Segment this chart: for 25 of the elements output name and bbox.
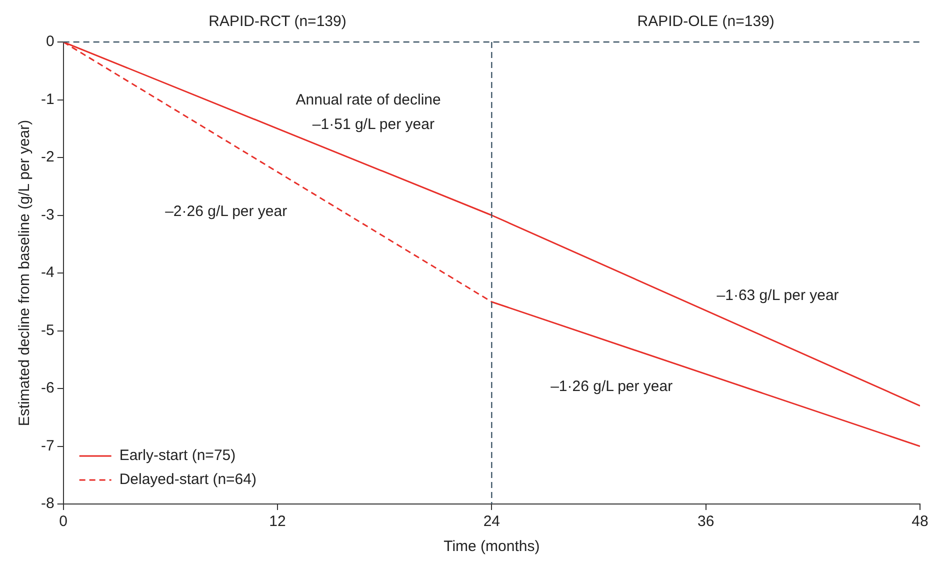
annotation: –1·63 g/L per year	[716, 286, 839, 304]
x-tick-label: 12	[269, 513, 286, 530]
annotation: –1·51 g/L per year	[312, 116, 434, 133]
x-tick-label: 36	[697, 513, 714, 530]
y-tick-label: -4	[40, 264, 54, 282]
x-axis-title: Time (months)	[444, 538, 540, 556]
legend-label: Early-start (n=75)	[119, 447, 236, 464]
text: RAPID-RCT (n=139)	[208, 13, 346, 30]
x-tick-label: 0	[59, 513, 68, 530]
x-tick-label: 48	[912, 513, 928, 530]
annotation: Annual rate of decline	[296, 91, 441, 108]
y-tick-label: -1	[40, 90, 54, 108]
y-tick-label: -5	[40, 322, 54, 339]
annotation: –2·26 g/L per year	[165, 203, 288, 220]
y-tick-label: 0	[46, 33, 54, 50]
annotation: –1·26 g/L per year	[550, 378, 673, 395]
y-tick-label: -2	[40, 148, 54, 166]
text: RAPID-OLE (n=139)	[637, 13, 774, 30]
y-axis-title: Estimated decline from baseline (g/L per year)	[16, 120, 34, 426]
y-tick-label: -6	[40, 380, 54, 397]
y-tick-label: -7	[40, 437, 54, 454]
x-tick-label: 24	[483, 513, 500, 530]
legend-label: Delayed-start (n=64)	[119, 471, 256, 488]
y-tick-label: -8	[40, 495, 54, 512]
y-tick-label: -3	[40, 206, 54, 224]
